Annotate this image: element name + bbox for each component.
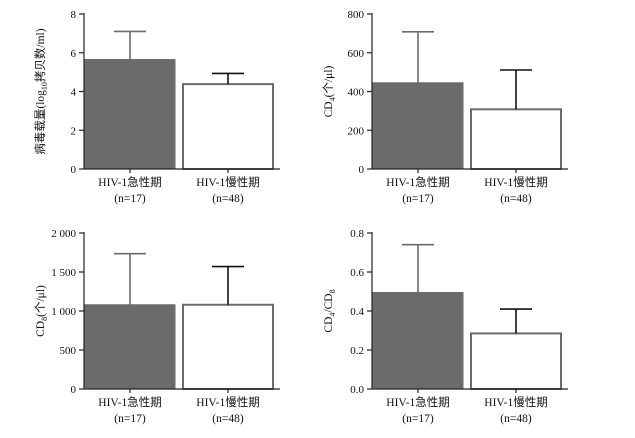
x-category-label: HIV-1急性期 [98, 395, 161, 409]
y-tick-label: 8 [71, 9, 77, 21]
bar-acute [84, 304, 176, 390]
bar-acute [84, 59, 176, 170]
y-tick-label: 0 [71, 164, 77, 176]
y-tick-label: 6 [71, 48, 77, 60]
bar-acute [372, 82, 464, 170]
y-tick-label: 0.8 [350, 228, 364, 240]
x-n-label: (n=48) [212, 413, 244, 425]
x-category-label: HIV-1慢性期 [484, 395, 547, 409]
y-tick-label: 1 500 [51, 267, 76, 279]
y-tick-label: 0.6 [350, 267, 364, 279]
y-tick-label: 4 [71, 87, 77, 99]
y-axis-label: CD4/CD8 [323, 289, 337, 332]
x-n-label: (n=48) [212, 193, 244, 205]
x-category-label: HIV-1慢性期 [196, 175, 259, 189]
x-category-label: HIV-1急性期 [386, 395, 449, 409]
bar-chronic [182, 83, 274, 170]
x-category-label: HIV-1急性期 [98, 175, 161, 189]
bar-acute [372, 291, 464, 390]
bar-chronic [470, 108, 562, 170]
y-tick-label: 2 [71, 125, 77, 137]
y-tick-label: 0 [71, 384, 77, 396]
x-n-label: (n=17) [402, 193, 434, 205]
chart-panel-top-right: 0 200 400 600 800 HIV-1急性期 (n=17) HIV-1慢性期 (n=48… [322, 9, 568, 205]
bar-chronic [470, 332, 562, 390]
bar-chronic [182, 303, 274, 391]
x-category-label: HIV-1急性期 [386, 175, 449, 189]
y-tick-label: 0.2 [350, 345, 364, 357]
chart-panel-bottom-right: 0.0 0.2 0.4 0.6 0.8 HIV-1急性期 (n=17) HIV-1慢性期 (n=… [323, 228, 568, 425]
y-tick-label: 600 [348, 48, 365, 60]
chart-panel-top-left: 0 2 4 6 8 HIV-1急性期 (n=17) HIV-1慢性期 (n=48) 病毒载量(lo… [33, 9, 280, 205]
x-category-label: HIV-1慢性期 [196, 395, 259, 409]
y-tick-label: 500 [60, 345, 77, 357]
x-n-label: (n=17) [114, 413, 146, 425]
y-tick-label: 0 [359, 164, 365, 176]
y-tick-label: 2 000 [51, 228, 76, 240]
y-tick-label: 1 000 [51, 306, 76, 318]
y-tick-label: 200 [348, 125, 365, 137]
x-n-label: (n=17) [402, 413, 434, 425]
y-axis-label: 病毒载量(log10拷贝数/ml) [33, 28, 49, 154]
y-tick-label: 800 [348, 9, 365, 21]
y-tick-label: 400 [348, 87, 365, 99]
y-axis-label: CD4(个/μl) [322, 65, 337, 117]
x-category-label: HIV-1慢性期 [484, 175, 547, 189]
chart-panel-bottom-left: 0 500 1 000 1 500 2 000 HIV-1急性期 (n=17) HIV-1慢性… [34, 228, 280, 425]
y-tick-label: 0.4 [350, 306, 364, 318]
y-tick-label: 0.0 [350, 384, 364, 396]
y-axis-label: CD8(个/μl) [34, 285, 49, 337]
x-n-label: (n=17) [114, 193, 146, 205]
x-n-label: (n=48) [500, 193, 532, 205]
x-n-label: (n=48) [500, 413, 532, 425]
